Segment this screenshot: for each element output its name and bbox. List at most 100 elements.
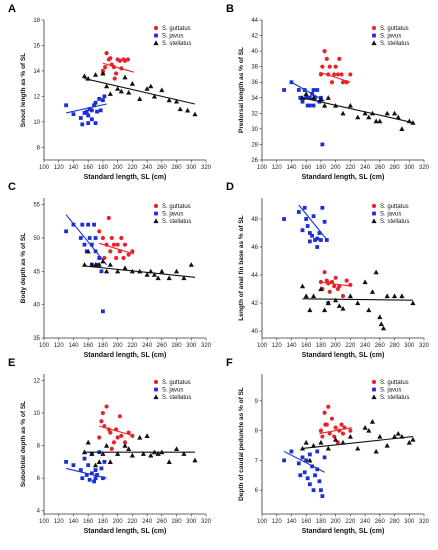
data-point <box>305 476 310 481</box>
y-tick-label: 40 <box>251 329 258 335</box>
data-point <box>399 293 405 299</box>
data-point <box>333 425 338 430</box>
data-point <box>327 64 332 69</box>
x-tick-label: 160 <box>83 519 94 525</box>
data-point <box>104 50 109 56</box>
data-point <box>159 268 165 274</box>
data-point <box>100 258 106 264</box>
series-sjavus <box>64 450 107 484</box>
data-point <box>95 473 99 477</box>
data-point <box>322 410 327 415</box>
data-point <box>315 245 320 249</box>
x-axis-label: Standard length, SL (cm) <box>84 174 167 181</box>
x-tick-label: 240 <box>142 165 153 171</box>
data-point <box>304 95 309 100</box>
data-point <box>89 108 94 113</box>
panel-label: A <box>8 3 16 15</box>
data-point <box>384 293 390 299</box>
data-point <box>322 455 327 460</box>
data-point <box>406 439 412 445</box>
data-point <box>296 461 301 466</box>
x-tick-label: 300 <box>404 519 415 525</box>
data-point <box>71 463 76 468</box>
data-point <box>410 436 416 442</box>
x-tick-label: 260 <box>157 343 168 349</box>
data-point <box>395 114 401 120</box>
data-point <box>126 446 132 451</box>
x-axis-label: Standard length, SL (cm) <box>84 352 167 359</box>
data-point <box>319 488 323 493</box>
data-point <box>111 440 117 445</box>
data-point <box>108 430 113 435</box>
data-point <box>148 83 154 89</box>
data-point <box>362 110 368 116</box>
x-tick-label: 280 <box>390 519 401 525</box>
data-point <box>326 404 331 409</box>
data-point <box>64 103 68 108</box>
legend-marker <box>154 387 158 392</box>
x-tick-label: 240 <box>360 343 371 349</box>
x-tick-label: 320 <box>419 519 430 525</box>
x-tick-label: 300 <box>186 165 197 171</box>
data-point <box>119 235 124 241</box>
data-point <box>377 118 383 124</box>
y-axis-label: Body depth as % of SL <box>20 233 27 303</box>
x-tick-label: 160 <box>83 343 94 349</box>
legend-marker <box>372 211 376 216</box>
data-point <box>300 455 305 460</box>
x-axis-label: Standard length, SL (cm) <box>84 528 167 535</box>
legend-marker <box>153 218 159 224</box>
data-point <box>140 451 147 456</box>
data-point <box>184 107 191 113</box>
data-point <box>303 293 309 299</box>
data-point <box>322 270 327 275</box>
trend-line <box>319 281 352 287</box>
legend-label: S. stellatus <box>380 41 409 47</box>
series-sstellatus <box>81 248 196 281</box>
data-point <box>181 275 187 281</box>
series-sjavus <box>64 94 107 127</box>
data-point <box>148 452 154 458</box>
legend-label: S. javus <box>380 34 401 40</box>
series-sjavus <box>282 204 331 305</box>
data-point <box>362 279 368 285</box>
x-tick-label: 100 <box>257 165 268 171</box>
data-point <box>64 229 68 234</box>
trend-line <box>99 425 134 437</box>
data-point <box>320 64 325 69</box>
x-tick-label: 260 <box>375 519 386 525</box>
trend-line <box>319 427 352 435</box>
data-point <box>151 93 158 99</box>
panel-label: C <box>8 181 16 193</box>
data-point <box>373 448 379 454</box>
data-point <box>305 103 310 108</box>
y-tick-label: 26 <box>251 158 258 164</box>
data-point <box>311 488 316 493</box>
data-point <box>313 473 317 478</box>
data-point <box>317 231 322 235</box>
x-tick-label: 140 <box>68 519 79 525</box>
x-tick-label: 120 <box>272 343 283 349</box>
data-point <box>315 236 320 241</box>
data-point <box>99 269 104 274</box>
y-axis-label: Predorsal length as % of SL <box>238 47 245 133</box>
y-tick-label: 32 <box>251 111 258 117</box>
legend-marker <box>154 211 158 216</box>
data-point <box>122 74 128 80</box>
data-point <box>289 449 294 454</box>
x-tick-label: 140 <box>68 343 79 349</box>
data-point <box>144 272 150 277</box>
data-point <box>310 293 317 299</box>
y-tick-label: 48 <box>251 217 258 223</box>
x-tick-label: 320 <box>201 519 212 525</box>
x-tick-label: 200 <box>113 519 124 525</box>
trend-line <box>302 298 413 301</box>
data-point <box>366 114 372 120</box>
y-tick-label: 44 <box>251 273 258 279</box>
y-tick-label: 10 <box>33 120 40 126</box>
y-tick-label: 4 <box>37 509 41 515</box>
data-point <box>115 451 121 456</box>
data-point <box>311 214 316 219</box>
